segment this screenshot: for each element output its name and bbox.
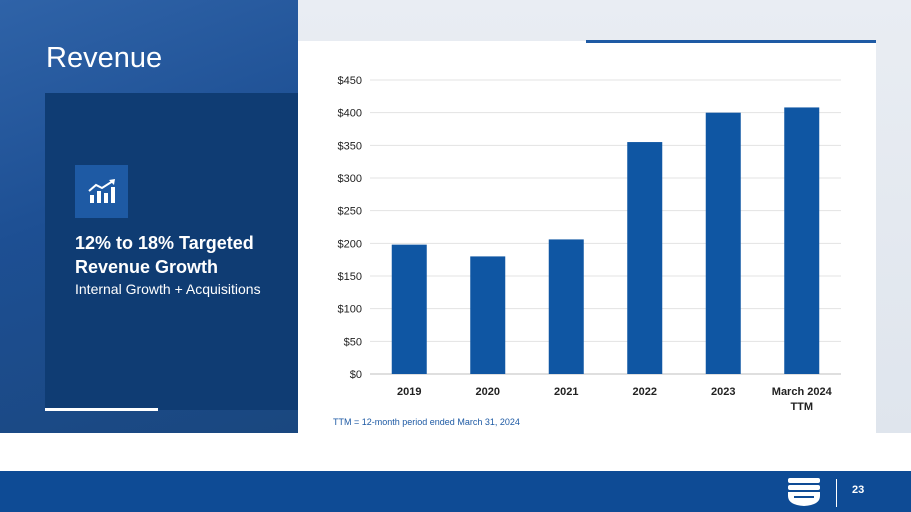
panel-underline: [45, 408, 158, 411]
company-logo-icon: [786, 477, 822, 512]
x-tick-label: 2020: [476, 386, 500, 398]
y-tick-label: $400: [338, 108, 362, 120]
card-accent-line: [586, 40, 876, 43]
info-panel: 12% to 18% Targeted Revenue Growth Inter…: [45, 93, 298, 410]
footer-divider: [836, 479, 837, 507]
bar: [705, 112, 741, 375]
page-number: 23: [852, 484, 865, 496]
bar: [391, 244, 427, 374]
revenue-bar-chart: $0 $50 $100 $150 $200 $250 $300 $350 $400 $450 201…: [338, 75, 841, 413]
bar: [784, 107, 820, 374]
bar: [470, 256, 506, 374]
x-tick-label: 2023: [711, 386, 735, 398]
y-tick-label: $150: [338, 271, 362, 283]
y-tick-label: $250: [338, 206, 362, 218]
x-tick-label: 2019: [397, 386, 421, 398]
bar: [548, 239, 584, 374]
x-tick-label: 2022: [633, 386, 657, 398]
panel-subtext: Internal Growth + Acquisitions: [75, 281, 261, 297]
panel-heading: 12% to 18% Targeted Revenue Growth: [75, 233, 254, 277]
y-tick-label: $200: [338, 238, 362, 250]
growth-chart-icon: [75, 165, 128, 218]
y-tick-label: $0: [350, 369, 362, 381]
footnote: TTM = 12-month period ended March 31, 20…: [333, 417, 520, 427]
y-tick-label: $450: [338, 75, 362, 87]
x-tick-label: 2021: [554, 386, 578, 398]
y-tick-label: $100: [338, 304, 362, 316]
chart-card: $0 $50 $100 $150 $200 $250 $300 $350 $400 $450 201…: [298, 41, 876, 433]
page-title: Revenue: [46, 42, 163, 74]
y-tick-label: $300: [338, 173, 362, 185]
bar: [627, 142, 663, 374]
y-tick-label: $50: [344, 336, 362, 348]
y-tick-label: $350: [338, 140, 362, 152]
footer-bar: 23: [0, 471, 911, 512]
x-tick-label: March 2024 TTM: [772, 386, 833, 413]
